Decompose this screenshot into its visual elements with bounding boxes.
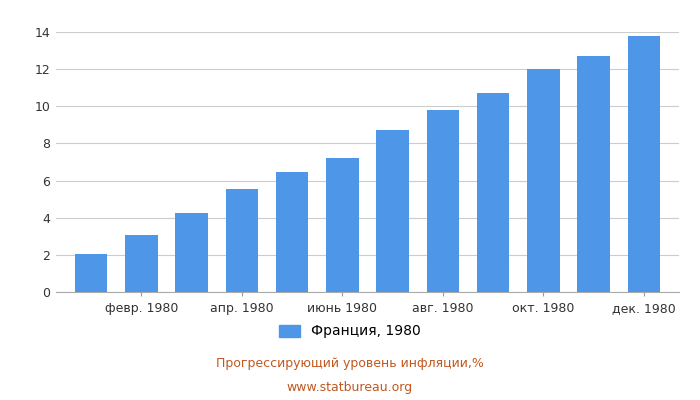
Bar	[527, 69, 560, 292]
Bar	[276, 172, 309, 292]
Bar	[225, 189, 258, 292]
Legend: Франция, 1980: Франция, 1980	[274, 319, 426, 344]
Bar	[578, 56, 610, 292]
Bar	[627, 36, 660, 292]
Bar	[125, 235, 158, 292]
Bar	[377, 130, 409, 292]
Bar	[426, 110, 459, 292]
Bar	[477, 93, 510, 292]
Bar	[75, 254, 108, 292]
Bar	[175, 213, 208, 292]
Text: www.statbureau.org: www.statbureau.org	[287, 382, 413, 394]
Text: Прогрессирующий уровень инфляции,%: Прогрессирующий уровень инфляции,%	[216, 358, 484, 370]
Bar	[326, 158, 358, 292]
